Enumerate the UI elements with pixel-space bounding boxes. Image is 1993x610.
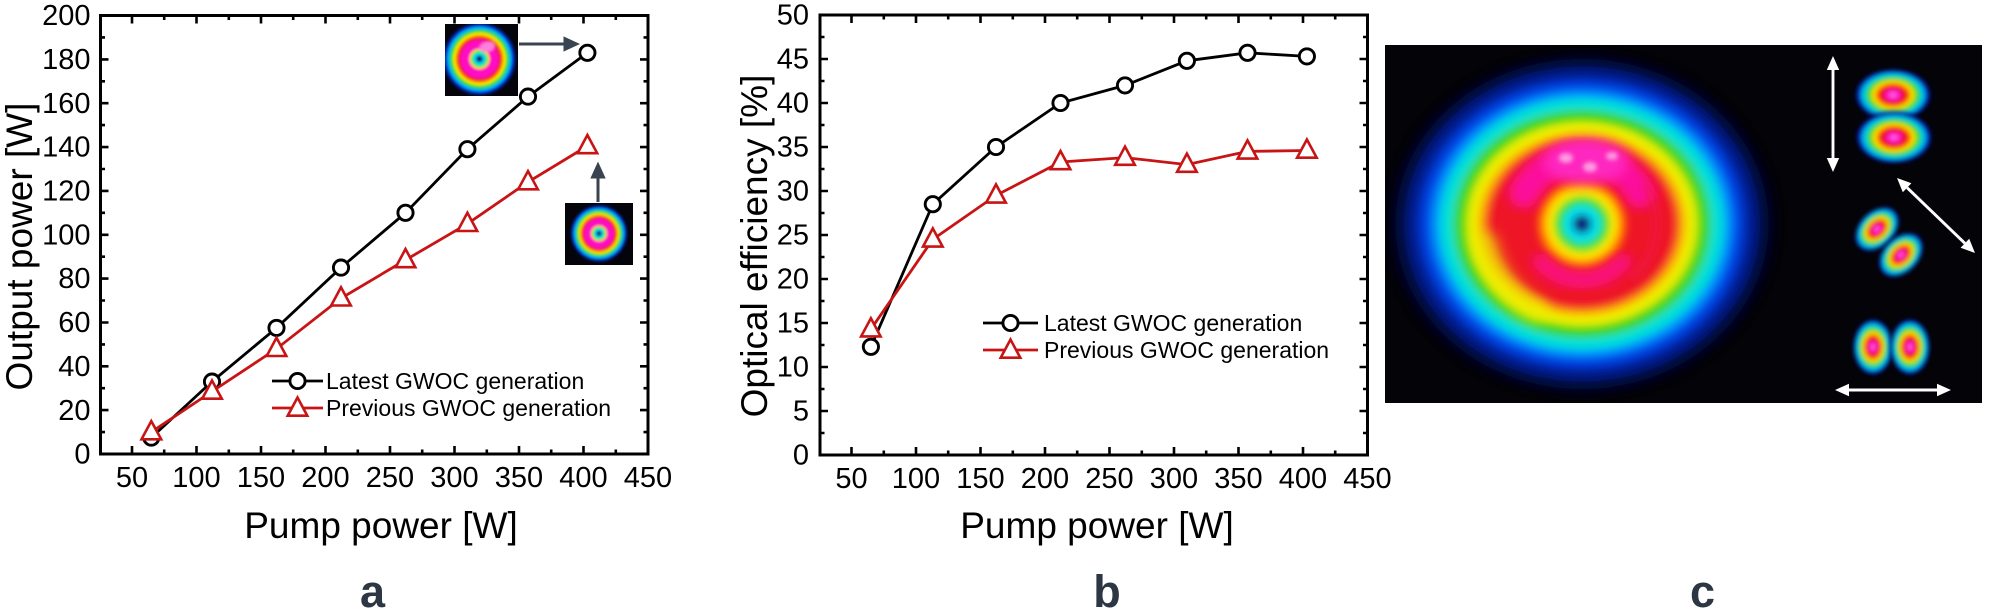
svg-text:200: 200 (1021, 463, 1069, 495)
svg-text:300: 300 (1150, 463, 1198, 495)
svg-text:100: 100 (892, 463, 940, 495)
svg-text:300: 300 (430, 462, 478, 494)
svg-text:100: 100 (42, 219, 90, 251)
svg-text:35: 35 (777, 132, 809, 164)
svg-text:Output power [W]: Output power [W] (0, 103, 40, 391)
svg-text:Previous GWOC generation: Previous GWOC generation (1044, 337, 1329, 363)
svg-text:350: 350 (495, 462, 543, 494)
svg-text:200: 200 (42, 0, 90, 32)
svg-text:250: 250 (1085, 463, 1133, 495)
svg-text:150: 150 (237, 462, 285, 494)
svg-text:400: 400 (1279, 463, 1327, 495)
svg-text:120: 120 (42, 176, 90, 208)
svg-text:50: 50 (835, 463, 867, 495)
svg-text:b: b (1093, 566, 1121, 610)
svg-text:180: 180 (42, 44, 90, 76)
svg-text:15: 15 (777, 308, 809, 340)
svg-text:140: 140 (42, 132, 90, 164)
svg-text:Latest GWOC generation: Latest GWOC generation (326, 368, 584, 394)
svg-text:Optical efficiency [%]: Optical efficiency [%] (734, 75, 775, 418)
svg-text:45: 45 (777, 44, 809, 76)
svg-text:5: 5 (793, 396, 809, 428)
svg-text:250: 250 (366, 462, 414, 494)
svg-text:20: 20 (58, 395, 90, 427)
svg-text:10: 10 (777, 352, 809, 384)
svg-text:20: 20 (777, 264, 809, 296)
svg-text:160: 160 (42, 88, 90, 120)
svg-text:450: 450 (1343, 463, 1391, 495)
svg-text:200: 200 (301, 462, 349, 494)
svg-text:0: 0 (793, 440, 809, 472)
svg-text:50: 50 (777, 0, 809, 32)
svg-text:150: 150 (956, 463, 1004, 495)
svg-text:100: 100 (172, 462, 220, 494)
svg-text:400: 400 (559, 462, 607, 494)
svg-text:a: a (360, 566, 386, 610)
svg-text:40: 40 (58, 351, 90, 383)
svg-text:30: 30 (777, 176, 809, 208)
svg-text:450: 450 (624, 462, 672, 494)
svg-text:60: 60 (58, 307, 90, 339)
svg-text:40: 40 (777, 88, 809, 120)
svg-text:c: c (1690, 566, 1715, 610)
svg-text:Pump power [W]: Pump power [W] (244, 505, 517, 546)
svg-text:Previous GWOC generation: Previous GWOC generation (326, 395, 611, 421)
svg-text:0: 0 (74, 439, 90, 471)
svg-text:Pump power [W]: Pump power [W] (960, 505, 1233, 546)
svg-text:25: 25 (777, 220, 809, 252)
svg-text:50: 50 (116, 462, 148, 494)
svg-text:Latest GWOC generation: Latest GWOC generation (1044, 310, 1302, 336)
svg-text:80: 80 (58, 263, 90, 295)
svg-text:350: 350 (1214, 463, 1262, 495)
